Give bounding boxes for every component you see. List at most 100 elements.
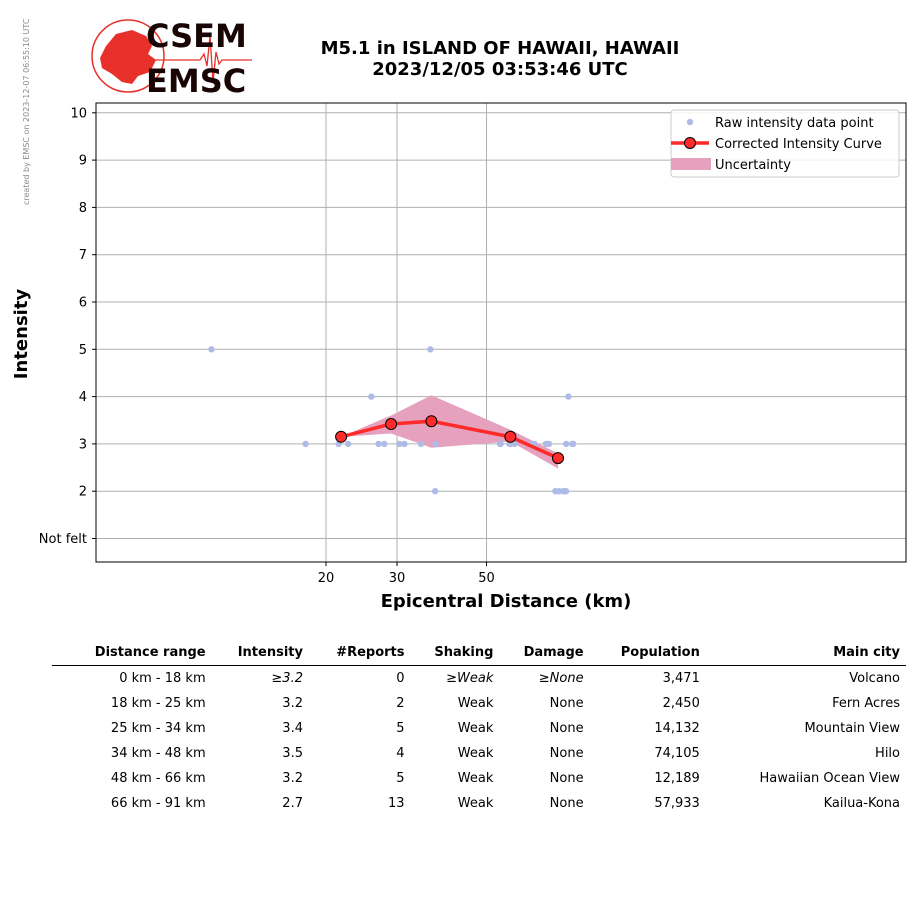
table-cell: None [549,746,584,761]
plot-area [96,103,906,562]
table-cell: 3.4 [282,721,303,736]
chart-title-datetime: 2023/12/05 03:53:46 UTC [372,59,628,80]
x-tick-label: 30 [389,571,406,586]
raw-data-point [375,440,382,448]
corrected-curve-point [335,430,348,443]
raw-data-point [569,440,577,448]
table-cell: 3.5 [282,746,303,761]
table-cell: Weak [457,696,494,711]
table-cell: Hilo [875,746,900,761]
table-cell: 48 km - 66 km [110,771,206,786]
table-cell: 2 [396,696,405,711]
x-tick-label: 50 [478,571,495,586]
y-tick-label: Not felt [39,532,87,547]
raw-data-point [344,440,352,448]
raw-data-point [368,393,375,400]
table-cell: 0 [396,671,405,686]
table-cell: 74,105 [654,746,700,761]
table-cell: Weak [457,771,494,786]
table-cell: 57,933 [654,796,700,811]
legend-band-swatch [671,158,711,170]
raw-data-point [562,440,570,448]
raw-data-point [431,488,439,495]
legend-raw-marker [686,118,694,126]
logo-globe [91,19,165,93]
table-row: 66 km - 91 km 2.7 13 Weak None 57,933 Kailua-K… [52,791,906,816]
table-cell: Weak [457,796,494,811]
table-cell: None [549,771,584,786]
table-header-cell: Shaking [410,641,500,666]
table-cell: 5 [396,721,405,736]
raw-data-point [396,440,403,448]
table-header-cell: Distance range [52,641,212,666]
table-cell: Weak [457,721,494,736]
table-cell: Hawaiian Ocean View [759,771,900,786]
legend-raw-label: Raw intensity data point [715,116,874,131]
raw-data-point [417,440,425,448]
corrected-curve-point [425,415,438,428]
table-cell: 0 km - 18 km [119,671,206,686]
plot-frame [95,102,907,563]
logo-csem-text: CSEM [146,17,247,55]
table-cell: 3.2 [282,696,303,711]
legend-curve-marker [684,137,696,149]
raw-data-point [432,440,439,448]
y-tick-label: 5 [79,343,87,358]
logo-emsc-text: EMSC [146,62,246,98]
table-cell: 13 [387,796,405,811]
raw-data-point [208,346,215,353]
raw-data-point [562,488,570,495]
raw-data-point [381,440,388,448]
table-cell: None [549,721,584,736]
table-header-cell: Intensity [211,641,309,666]
table-cell: 3.2 [282,771,303,786]
table-cell: 4 [396,746,405,761]
raw-data-point [497,440,504,448]
y-tick-label: 4 [79,390,87,405]
uncertainty-band [341,395,558,469]
table-cell: 2,450 [662,696,700,711]
y-tick-label: 10 [70,106,87,121]
table-cell: 12,189 [654,771,700,786]
logo-seismogram [154,35,252,83]
corrected-curve-point [385,418,398,431]
table-row: 34 km - 48 km 3.5 4 Weak None 74,105 Hilo [52,741,906,766]
table-cell: 66 km - 91 km [110,796,206,811]
y-tick-label: 9 [79,154,87,169]
table-cell: Fern Acres [832,696,900,711]
table-cell: 3,471 [662,671,700,686]
corrected-curve-point [552,452,565,465]
table-cell: ≥Weak [446,671,494,686]
legend-curve-label: Corrected Intensity Curve [715,137,882,152]
raw-data-point [545,440,553,448]
table-row: 18 km - 25 km 3.2 2 Weak None 2,450 Fern Acres [52,691,906,716]
raw-data-point [401,440,408,448]
chart-title: M5.1 in ISLAND OF HAWAII, HAWAII 2023/12… [280,38,720,80]
y-tick-label: 7 [79,248,87,263]
table-cell: 2.7 [282,796,303,811]
x-axis-label: Epicentral Distance (km) [381,591,632,612]
table-cell: None [549,796,584,811]
legend-band-label: Uncertainty [715,158,791,173]
intensity-summary-table: Distance range Intensity #Reports Shaking Da… [52,641,906,816]
raw-data-point [565,393,572,400]
table-cell: Volcano [849,671,900,686]
table-cell: 5 [396,771,405,786]
table-row: 48 km - 66 km 3.2 5 Weak None 12,189 Hawaiian … [52,766,906,791]
table-body: 0 km - 18 km ≥3.2 0 ≥Weak ≥None 3,471 Volcano 1… [52,666,906,817]
corrected-curve-point [504,430,517,443]
table-cell: 25 km - 34 km [110,721,206,736]
raw-data-point [427,346,434,353]
table-row: 0 km - 18 km ≥3.2 0 ≥Weak ≥None 3,471 Volcano [52,666,906,692]
table-cell: Kailua-Kona [823,796,900,811]
table-cell: 14,132 [654,721,700,736]
chart-title-event: M5.1 in ISLAND OF HAWAII, HAWAII [320,38,680,59]
raw-data-point [302,440,309,448]
table-cell: None [549,696,584,711]
table-cell: Weak [457,746,494,761]
y-tick-label: 3 [79,437,87,452]
logo-map-shape [100,30,156,84]
table-cell: ≥3.2 [271,671,303,686]
table-cell: Mountain View [804,721,900,736]
table-row: 25 km - 34 km 3.4 5 Weak None 14,132 Mountain … [52,716,906,741]
